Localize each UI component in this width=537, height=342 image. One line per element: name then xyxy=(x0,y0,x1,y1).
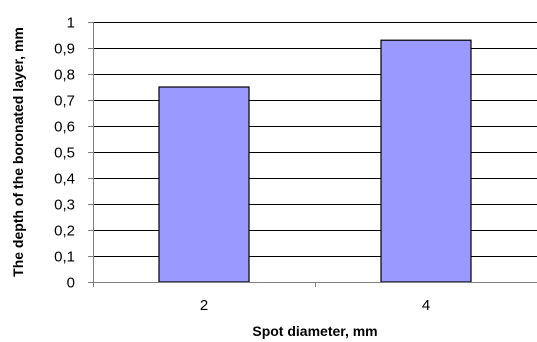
y-tick-label: 0,5 xyxy=(54,145,75,162)
y-tick-label: 0,7 xyxy=(54,93,75,110)
bars xyxy=(158,39,472,283)
bar-4 xyxy=(380,39,472,283)
y-tick-label: 0,4 xyxy=(54,171,75,188)
y-tick-label: 0,8 xyxy=(54,67,75,84)
y-tick-label: 0,1 xyxy=(54,249,75,266)
bar-2 xyxy=(158,86,250,283)
y-tick-label: 1 xyxy=(67,15,75,32)
y-axis-title: The depth of the boronated layer, mm xyxy=(10,27,26,277)
y-tick-label: 0,9 xyxy=(54,41,75,58)
x-tick-label: 2 xyxy=(200,297,208,314)
y-tick-labels: 0 0,1 0,2 0,3 0,4 0,5 0,6 0,7 0,8 0,9 1 xyxy=(54,15,93,292)
y-tick-label: 0,2 xyxy=(54,223,75,240)
y-tick-label: 0,6 xyxy=(54,119,75,136)
y-tick-label: 0 xyxy=(67,275,75,292)
x-axis-title: Spot diameter, mm xyxy=(252,323,377,339)
x-tick-label: 4 xyxy=(422,297,430,314)
y-tick-label: 0,3 xyxy=(54,197,75,214)
